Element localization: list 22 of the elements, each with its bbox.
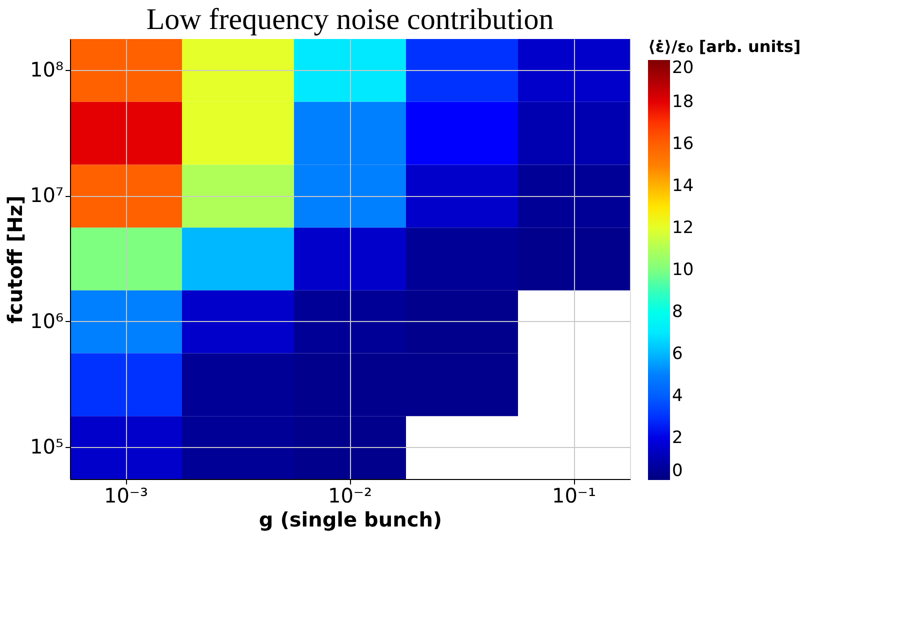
color-bar-label: 20	[672, 58, 694, 78]
color-bar-label: 2	[672, 428, 683, 448]
y-axis-title: fcutoff [Hz]	[3, 196, 28, 324]
color-bar-label: 0	[672, 461, 683, 481]
color-bar-label: 14	[672, 176, 694, 196]
chart-title: Low frequency noise contribution	[146, 3, 554, 36]
color-bar-label: 18	[672, 92, 694, 112]
color-bar-title: ⟨ε̇⟩/ε₀ [arb. units]	[648, 37, 801, 56]
color-bar-label: 4	[672, 386, 683, 406]
color-bar-label: 10	[672, 260, 694, 280]
y-tick-label: 10⁵	[30, 434, 64, 459]
y-tick-label: 10⁸	[30, 57, 64, 82]
x-tick-label: 10⁻³	[104, 484, 148, 508]
x-tick-label: 10⁻¹	[552, 484, 596, 508]
color-bar-label: 8	[672, 302, 683, 322]
x-axis-title: g (single bunch)	[258, 508, 442, 532]
color-bar-label: 16	[672, 134, 694, 154]
color-bar-label: 12	[672, 218, 694, 238]
x-tick-label: 10⁻²	[328, 484, 372, 508]
y-tick-label: 10⁷	[30, 183, 64, 208]
color-bar-label: 6	[672, 344, 683, 364]
y-tick-label: 10⁶	[30, 308, 64, 333]
